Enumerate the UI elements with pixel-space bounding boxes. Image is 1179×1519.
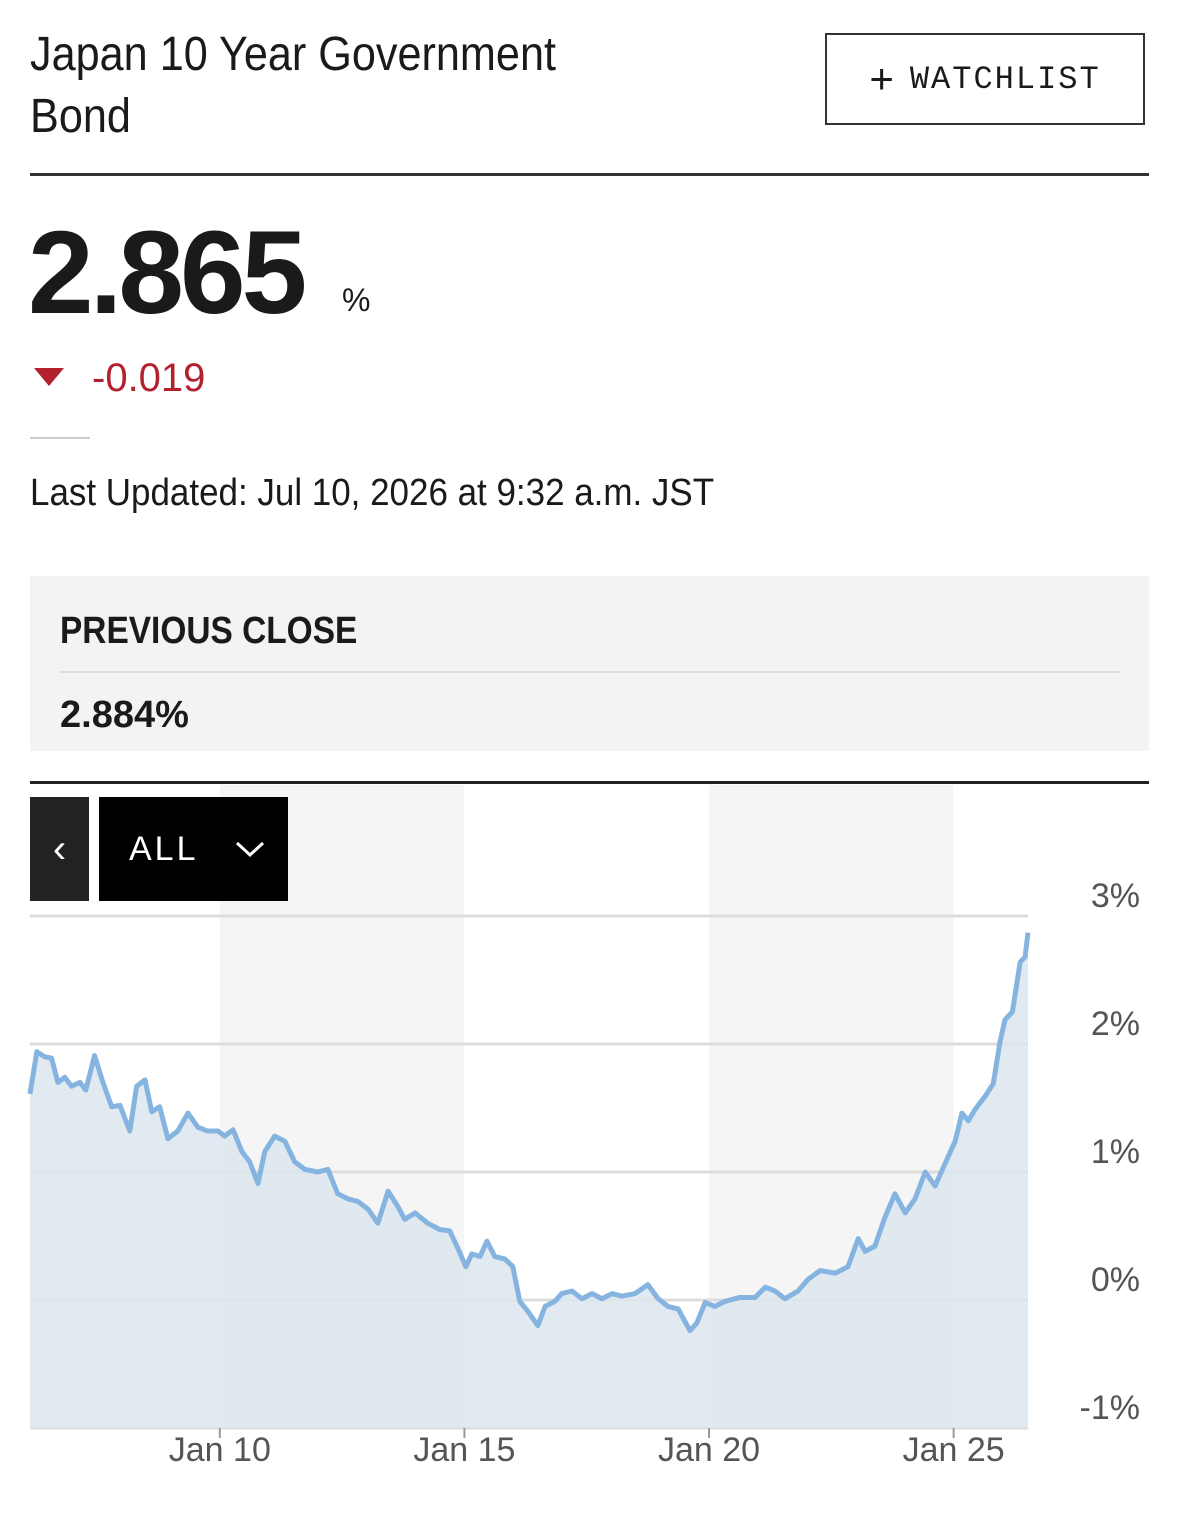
previous-close-box [30, 576, 1149, 751]
divider [60, 671, 1120, 673]
last-updated: Last Updated: Jul 10, 2026 at 9:32 a.m. … [30, 472, 715, 514]
back-button[interactable]: ‹ [30, 797, 89, 901]
watchlist-label: WATCHLIST [909, 60, 1101, 98]
line [27, 932, 1031, 1334]
divider [30, 173, 1149, 176]
y-tick-label: 1% [1091, 1133, 1140, 1171]
title: Japan 10 Year Government Bond [30, 28, 556, 143]
x-tick-label: Jan 10 [169, 1431, 271, 1469]
area [30, 932, 1028, 1428]
change: -0.019 [92, 356, 206, 400]
previous-close-label: PREVIOUS CLOSE [60, 610, 358, 652]
y-tick-label: 3% [1091, 877, 1140, 915]
x-tick-label: Jan 20 [658, 1431, 760, 1469]
plus-icon: + [869, 55, 896, 102]
range-selector[interactable]: ALL [99, 797, 288, 901]
x-tick-label: Jan 25 [903, 1431, 1005, 1469]
price-unit: % [342, 282, 371, 318]
y-tick-label: 2% [1091, 1005, 1140, 1043]
x-tick-label: Jan 15 [413, 1431, 515, 1469]
range-label: ALL [129, 829, 199, 868]
chevron [235, 841, 264, 858]
divider [30, 781, 1149, 784]
divider [30, 437, 90, 439]
down-arrow [34, 368, 64, 386]
price: 2.865 [28, 207, 307, 339]
previous-close: 2.884% [60, 694, 189, 736]
watchlist-button[interactable]: + WATCHLIST [825, 33, 1145, 125]
y-tick-label: -1% [1080, 1389, 1140, 1427]
y-tick-label: 0% [1091, 1261, 1140, 1299]
